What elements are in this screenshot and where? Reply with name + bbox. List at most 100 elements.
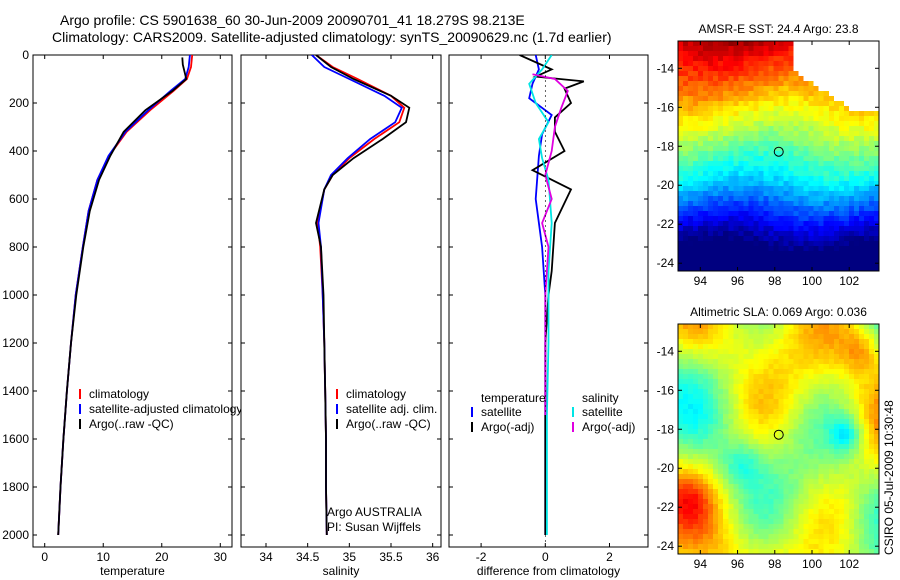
map-cell [873, 494, 880, 500]
map-cell [683, 146, 689, 152]
map-cell [753, 51, 760, 57]
map-cell [873, 106, 880, 112]
map-cell [723, 364, 729, 370]
map-cell [868, 489, 875, 495]
map-cell [743, 374, 749, 380]
map-cell [768, 206, 775, 212]
map-cell [678, 156, 684, 162]
map-cell [708, 156, 714, 162]
map-cell [728, 409, 734, 415]
map-cell [778, 399, 785, 405]
map-cell [853, 539, 860, 545]
map-cell [773, 484, 780, 490]
map-cell [863, 266, 870, 272]
map-cell [693, 61, 699, 67]
map-cell [818, 196, 825, 202]
map-cell [818, 524, 825, 530]
map-cell [703, 226, 709, 232]
map-cell [703, 479, 709, 485]
map-cell [743, 101, 749, 107]
map-cell [808, 241, 815, 247]
map-cell [793, 359, 800, 365]
map-field [678, 41, 880, 272]
map-cell [793, 101, 800, 107]
map-cell [753, 504, 760, 510]
map-cell [698, 61, 704, 67]
map-cell [863, 439, 870, 445]
map-cell [723, 459, 729, 465]
map-cell [728, 419, 734, 425]
map-cell [743, 66, 749, 72]
map-cell [778, 266, 785, 272]
map-cell [683, 354, 689, 360]
legend-header-temperature: temperature [481, 391, 546, 405]
map-cell [823, 61, 830, 67]
map-cell [843, 121, 850, 127]
map-cell [803, 499, 810, 505]
map-cell [713, 71, 719, 77]
map-cell [868, 544, 875, 550]
map-cell [788, 151, 795, 157]
map-cell [743, 146, 749, 152]
map-cell [728, 71, 734, 77]
map-cell [803, 549, 810, 555]
map-cell [848, 111, 855, 117]
map-cell [873, 181, 880, 187]
map-cell [858, 454, 865, 460]
map-cell [868, 221, 875, 227]
map-cell [798, 211, 805, 217]
map-cell [708, 196, 714, 202]
map-cell [743, 141, 749, 147]
map-cell [848, 444, 855, 450]
map-cell [698, 51, 704, 57]
map-cell [723, 186, 729, 192]
map-cell [728, 349, 734, 355]
map-cell [693, 474, 699, 480]
map-cell [713, 384, 719, 390]
map-cell [793, 171, 800, 177]
map-cell [853, 434, 860, 440]
map-cell [873, 369, 880, 375]
map-cell [843, 334, 850, 340]
map-cell [728, 116, 734, 122]
map-cell [868, 106, 875, 112]
map-cell [798, 494, 805, 500]
map-cell [783, 206, 790, 212]
map-cell [698, 439, 704, 445]
map-cell [698, 106, 704, 112]
map-cell [678, 61, 684, 67]
map-cell [738, 359, 744, 365]
map-cell [868, 66, 875, 72]
map-cell [708, 384, 714, 390]
map-cell [843, 464, 850, 470]
map-cell [788, 101, 795, 107]
map-cell [803, 246, 810, 252]
map-cell [823, 41, 830, 47]
map-cell [823, 444, 830, 450]
map-cell [798, 489, 805, 495]
map-cell [858, 221, 865, 227]
legend-entry: climatology [346, 387, 406, 401]
map-cell [753, 374, 760, 380]
map-cell [713, 539, 719, 545]
map-cell [793, 41, 800, 47]
map-cell [833, 196, 840, 202]
map-cell [838, 71, 845, 77]
map-cell [838, 344, 845, 350]
map-cell [748, 334, 754, 340]
map-cell [683, 226, 689, 232]
map-cell [758, 71, 765, 77]
map-cell [733, 489, 739, 495]
map-cell [698, 141, 704, 147]
map-cell [693, 539, 699, 545]
map-cell [793, 156, 800, 162]
map-cell [853, 201, 860, 207]
map-cell [743, 171, 749, 177]
map-cell [793, 399, 800, 405]
map-cell [818, 514, 825, 520]
map-cell [718, 221, 724, 227]
map-cell [793, 181, 800, 187]
map-cell [748, 544, 754, 550]
map-cell [773, 146, 780, 152]
map-cell [723, 231, 729, 237]
